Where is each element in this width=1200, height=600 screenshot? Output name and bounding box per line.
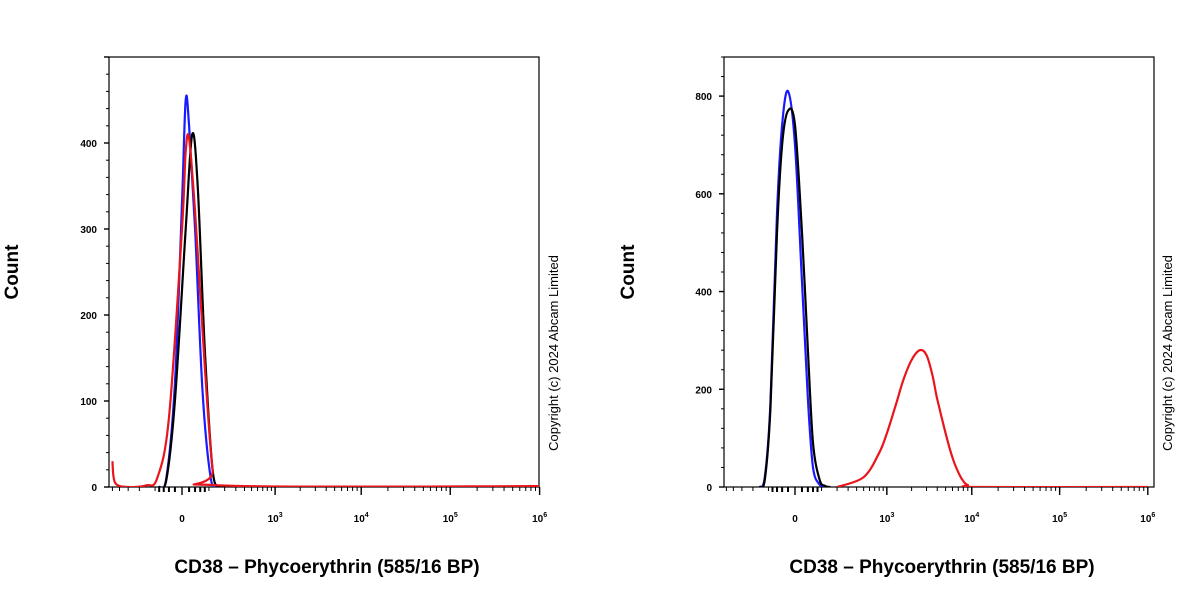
series-line-red bbox=[111, 133, 539, 487]
y-tick-label: 800 bbox=[695, 92, 712, 103]
histogram-panel-2: 0 200 400 600 800 0 103 104 105 106 Count CD38 – Ph… bbox=[618, 56, 1175, 578]
y-tick-label: 300 bbox=[80, 225, 97, 236]
y-tick-label: 400 bbox=[695, 288, 712, 299]
x-axis-label: CD38 – Phycoerythrin (585/16 BP) bbox=[789, 557, 1094, 578]
series-line-red bbox=[836, 348, 1148, 487]
x-tick-label: 0 bbox=[792, 514, 798, 525]
y-tick-label: 0 bbox=[706, 483, 712, 494]
plot-frame bbox=[723, 56, 1155, 488]
x-tick-label: 105 bbox=[443, 512, 458, 525]
x-tick-label: 106 bbox=[1140, 512, 1155, 525]
x-tick-label: 106 bbox=[532, 512, 547, 525]
y-tick-label: 100 bbox=[80, 397, 97, 408]
x-tick-label: 103 bbox=[879, 512, 894, 525]
y-tick-label: 200 bbox=[695, 385, 712, 396]
y-tick-label: 600 bbox=[695, 190, 712, 201]
x-tick-label: 104 bbox=[354, 512, 369, 525]
x-tick-label: 0 bbox=[179, 514, 185, 525]
y-axis-label: Count bbox=[618, 244, 639, 300]
x-tick-label: 103 bbox=[268, 512, 283, 525]
histogram-panel-1: 0 100 200 300 400 0 103 104 105 106 Count CD38 – Ph… bbox=[2, 56, 561, 578]
x-tick-label: 104 bbox=[964, 512, 979, 525]
y-axis-label: Count bbox=[2, 244, 23, 300]
y-tick-label: 400 bbox=[80, 139, 97, 150]
copyright-notice: Copyright (c) 2024 Abcam Limited bbox=[1160, 255, 1175, 451]
x-tick-label: 105 bbox=[1052, 512, 1067, 525]
y-tick-label: 200 bbox=[80, 311, 97, 322]
copyright-notice: Copyright (c) 2024 Abcam Limited bbox=[546, 255, 561, 451]
series-line-black bbox=[758, 107, 831, 487]
x-axis-label: CD38 – Phycoerythrin (585/16 BP) bbox=[174, 557, 479, 578]
y-tick-label: 0 bbox=[91, 483, 97, 494]
